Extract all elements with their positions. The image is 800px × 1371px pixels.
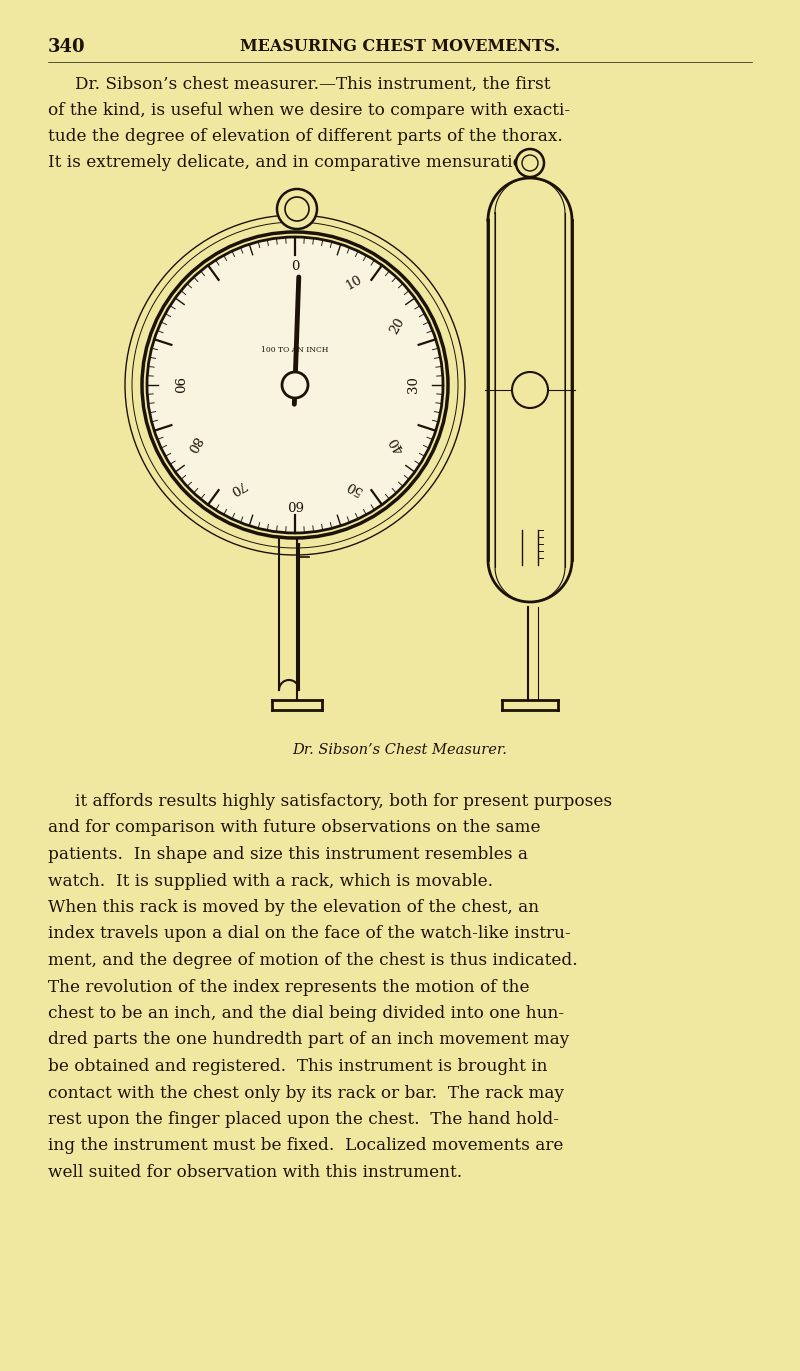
- Text: The revolution of the index represents the motion of the: The revolution of the index represents t…: [48, 979, 530, 995]
- Text: 80: 80: [183, 433, 202, 455]
- Circle shape: [512, 372, 548, 409]
- Circle shape: [277, 189, 317, 229]
- Text: rest upon the finger placed upon the chest.  The hand hold-: rest upon the finger placed upon the che…: [48, 1111, 559, 1128]
- Polygon shape: [488, 178, 572, 602]
- Text: 10: 10: [343, 273, 365, 292]
- Text: 20: 20: [387, 315, 407, 336]
- Circle shape: [516, 149, 544, 177]
- Text: patients.  In shape and size this instrument resembles a: patients. In shape and size this instrum…: [48, 846, 528, 862]
- Text: 100 TO AN INCH: 100 TO AN INCH: [262, 345, 329, 354]
- Text: 90: 90: [170, 377, 183, 393]
- Text: ment, and the degree of motion of the chest is thus indicated.: ment, and the degree of motion of the ch…: [48, 951, 578, 969]
- Text: MEASURING CHEST MOVEMENTS.: MEASURING CHEST MOVEMENTS.: [240, 38, 560, 55]
- Text: Dr. Sibson’s chest measurer.—This instrument, the first: Dr. Sibson’s chest measurer.—This instru…: [75, 75, 550, 93]
- Circle shape: [285, 197, 309, 221]
- Text: chest to be an inch, and the dial being divided into one hun-: chest to be an inch, and the dial being …: [48, 1005, 564, 1021]
- Text: it affords results highly satisfactory, both for present purposes: it affords results highly satisfactory, …: [75, 792, 612, 810]
- Text: 40: 40: [387, 433, 407, 455]
- Text: 60: 60: [286, 496, 303, 510]
- Text: of the kind, is useful when we desire to compare with exacti-: of the kind, is useful when we desire to…: [48, 101, 570, 119]
- Text: When this rack is moved by the elevation of the chest, an: When this rack is moved by the elevation…: [48, 899, 539, 916]
- Text: 30: 30: [406, 377, 419, 393]
- Text: and for comparison with future observations on the same: and for comparison with future observati…: [48, 820, 541, 836]
- Polygon shape: [495, 178, 565, 602]
- Text: 340: 340: [48, 38, 86, 56]
- Text: ing the instrument must be fixed.  Localized movements are: ing the instrument must be fixed. Locali…: [48, 1138, 563, 1154]
- Text: 50: 50: [343, 477, 365, 498]
- Text: be obtained and registered.  This instrument is brought in: be obtained and registered. This instrum…: [48, 1058, 547, 1075]
- Text: well suited for observation with this instrument.: well suited for observation with this in…: [48, 1164, 462, 1180]
- Circle shape: [147, 237, 443, 533]
- Text: Dr. Sibson’s Chest Measurer.: Dr. Sibson’s Chest Measurer.: [293, 743, 507, 757]
- Text: 70: 70: [226, 477, 246, 498]
- Circle shape: [522, 155, 538, 171]
- Text: index travels upon a dial on the face of the watch-like instru-: index travels upon a dial on the face of…: [48, 925, 570, 942]
- Text: watch.  It is supplied with a rack, which is movable.: watch. It is supplied with a rack, which…: [48, 872, 493, 890]
- Text: 0: 0: [291, 260, 299, 273]
- Text: It is extremely delicate, and in comparative mensuration: It is extremely delicate, and in compara…: [48, 154, 534, 171]
- Text: contact with the chest only by its rack or bar.  The rack may: contact with the chest only by its rack …: [48, 1084, 564, 1101]
- Text: tude the degree of elevation of different parts of the thorax.: tude the degree of elevation of differen…: [48, 128, 563, 145]
- Circle shape: [282, 372, 308, 398]
- Text: dred parts the one hundredth part of an inch movement may: dred parts the one hundredth part of an …: [48, 1031, 570, 1049]
